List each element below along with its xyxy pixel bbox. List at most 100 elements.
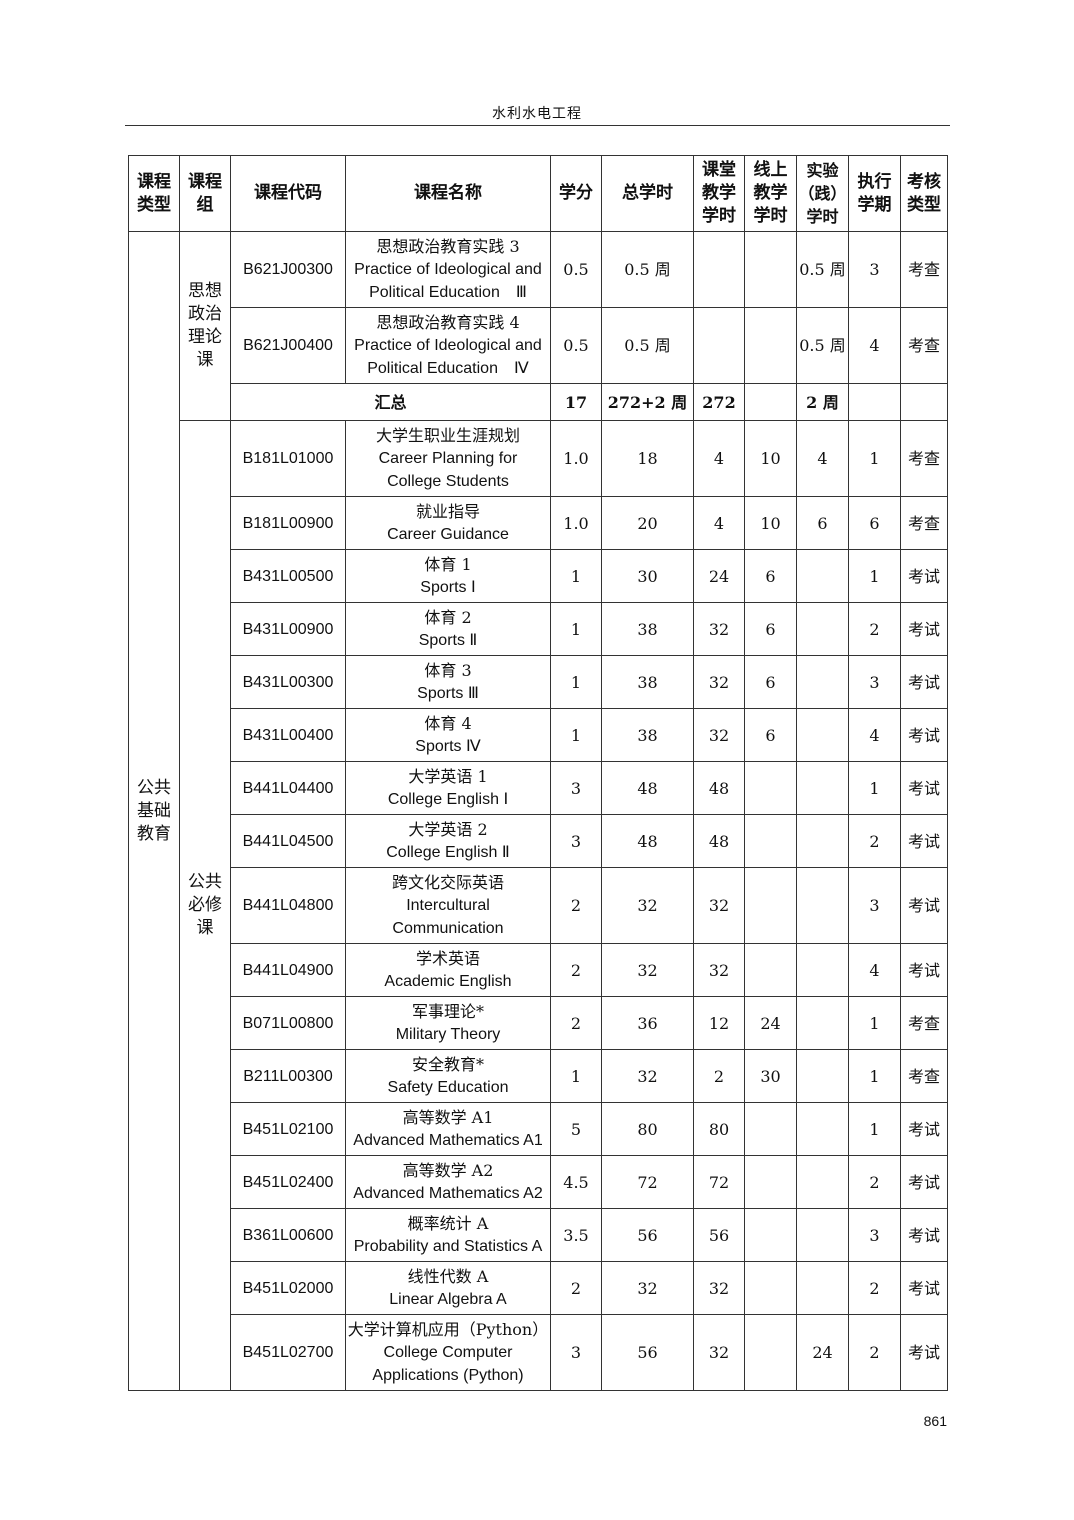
cell-term: 2 [848,1261,901,1315]
cell-exam: 考查 [900,307,948,384]
cell-credit: 1 [550,655,602,709]
cell-credit: 2 [550,943,602,997]
column-header: 总学时 [601,155,694,232]
cell-total: 36 [601,996,694,1050]
course-group-cell: 思想 政治 理论课 [179,231,231,421]
cell-total: 56 [601,1208,694,1262]
cell-online [744,307,797,384]
column-header: 实验（践）学时 [796,155,849,232]
cell-online [744,761,797,815]
course-code: B361L00600 [230,1208,346,1262]
cell-lab [796,1261,849,1315]
course-name-line: 高等数学 A2 [402,1161,494,1180]
column-header-label: 执行学期 [857,171,892,215]
course-name: 大学英语 1 College English Ⅰ [345,761,551,815]
cell-class: 32 [693,943,745,997]
cell-online [744,1102,797,1156]
cell-online [744,943,797,997]
column-header: 课程名称 [345,155,551,232]
cell-class: 12 [693,996,745,1050]
table-row: B451L02000 线性代数 A Linear Algebra A 2 32 32 2 考试 [129,1261,948,1315]
cell-exam: 考查 [900,231,948,308]
cell-online [744,1155,797,1209]
course-group-cell: 公共 必修课 [179,420,231,1391]
page-number: 861 [923,1413,947,1429]
course-name-line: Applications (Python) [372,1367,524,1384]
column-header: 课堂教学学时 [693,155,745,232]
table-row: B441L04900 学术英语 Academic English 2 32 32 4 考试 [129,943,948,997]
course-name: 体育 2 Sports Ⅱ [345,602,551,656]
cell-term: 2 [848,1314,901,1391]
column-header-label: 学分 [559,183,593,203]
course-name-line: Sports Ⅳ [415,738,481,755]
course-name-line: College English Ⅰ [387,791,509,808]
cell-lab [796,602,849,656]
column-header-label: 课程类型 [137,171,171,215]
cell-term: 1 [848,996,901,1050]
course-name: 高等数学 A1 Advanced Mathematics A1 [345,1102,551,1156]
cell-exam: 考试 [900,1314,948,1391]
cell-exam: 考试 [900,761,948,815]
course-name-line: Safety Education [387,1079,509,1096]
cell-online: 6 [744,655,797,709]
cell-lab [796,814,849,868]
cell-credit: 2 [550,867,602,944]
cell-online [744,867,797,944]
cell-class [693,231,745,308]
course-name-line: College Computer [383,1344,513,1361]
cell-lab [796,655,849,709]
cell-credit: 1.0 [550,420,602,497]
table-row: B361L00600 概率统计 A Probability and Statisti… [129,1208,948,1262]
table-row: B431L00500 体育 1 Sports Ⅰ 1 30 24 6 1 考试 [129,549,948,603]
cell-term: 3 [848,1208,901,1262]
table-row: B431L00900 体育 2 Sports Ⅱ 1 38 32 6 2 考试 [129,602,948,656]
cell-total: 56 [601,1314,694,1391]
course-name-line: 高等数学 A1 [402,1108,494,1127]
course-name-line: Military Theory [395,1026,501,1043]
course-name-line: 体育 3 [424,661,472,680]
table-row: B441L04400 大学英语 1 College English Ⅰ 3 48 48 1 考… [129,761,948,815]
cell-lab [796,867,849,944]
summary-online [744,383,797,421]
cell-total: 0.5 周 [601,307,694,384]
table-row: B431L00400 体育 4 Sports Ⅳ 1 38 32 6 4 考试 [129,708,948,762]
cell-online [744,814,797,868]
cell-total: 80 [601,1102,694,1156]
cell-total: 18 [601,420,694,497]
course-name: 概率统计 A Probability and Statistics A [345,1208,551,1262]
course-code: B441L04900 [230,943,346,997]
course-name-line: 大学生职业生涯规划 [375,426,520,445]
course-name-line: Probability and Statistics A [353,1238,543,1255]
cell-term: 2 [848,1155,901,1209]
cell-total: 32 [601,1261,694,1315]
course-name-line: 就业指导 [415,502,480,521]
cell-term: 2 [848,602,901,656]
cell-credit: 1 [550,602,602,656]
course-code: B451L02400 [230,1155,346,1209]
cell-class: 24 [693,549,745,603]
cell-exam: 考试 [900,943,948,997]
course-name-line: 军事理论* [411,1002,484,1021]
table-row: B451L02400 高等数学 A2 Advanced Mathematics A2… [129,1155,948,1209]
cell-lab: 0.5 周 [796,231,849,308]
cell-lab [796,996,849,1050]
cell-class: 32 [693,602,745,656]
cell-exam: 考试 [900,549,948,603]
course-code: B621J00400 [230,307,346,384]
cell-total: 32 [601,867,694,944]
course-table: 课程类型 课程组 课程代码 课程名称 学分 总学时 课堂教学学时 线上教学学时 实验（践）学时执… [128,155,948,1391]
summary-credit: 17 [550,383,602,421]
column-header-label: 课程名称 [414,183,482,203]
cell-class: 2 [693,1049,745,1103]
summary-class: 272 [693,383,745,421]
cell-online [744,231,797,308]
course-name: 体育 3 Sports Ⅲ [345,655,551,709]
cell-class: 4 [693,496,745,550]
cell-lab: 0.5 周 [796,307,849,384]
cell-online: 10 [744,420,797,497]
cell-credit: 1 [550,1049,602,1103]
course-code: B451L02000 [230,1261,346,1315]
cell-credit: 5 [550,1102,602,1156]
cell-class: 48 [693,814,745,868]
course-name-line: 线性代数 A [407,1267,489,1286]
